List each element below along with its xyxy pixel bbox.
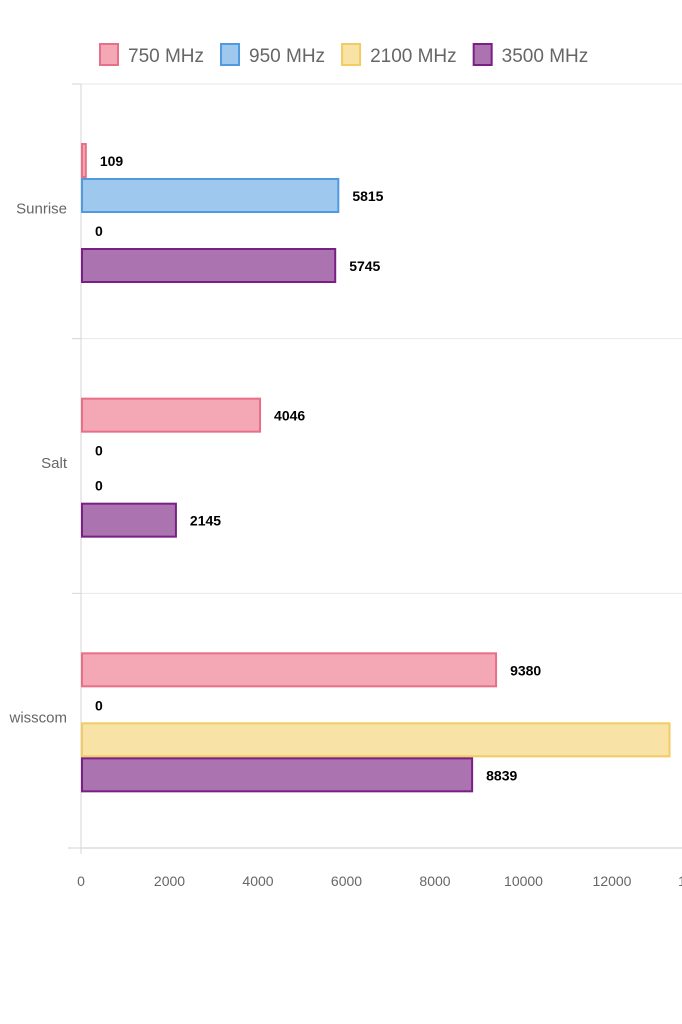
data-label: 5815 <box>352 188 383 204</box>
bar <box>81 248 337 283</box>
x-tick-label: 2000 <box>154 873 185 889</box>
legend-swatch <box>220 43 241 66</box>
data-label: 8839 <box>486 767 517 783</box>
bar <box>81 757 474 793</box>
x-tick-label: 4000 <box>242 873 273 889</box>
legend-label: 750 MHz <box>128 46 204 67</box>
bar <box>81 397 262 433</box>
x-tick-label: 8000 <box>419 873 450 889</box>
data-label: 0 <box>95 223 103 239</box>
data-label: 109 <box>100 153 124 169</box>
x-tick-label: 0 <box>77 873 85 889</box>
legend-label: 2100 MHz <box>370 46 457 67</box>
legend-swatch <box>341 43 362 66</box>
bar <box>81 178 340 213</box>
category-label: wisscom <box>8 710 67 727</box>
category-label: Sunrise <box>16 200 67 217</box>
bar <box>81 722 671 758</box>
data-label: 0 <box>95 697 103 713</box>
data-label: 5745 <box>349 258 380 274</box>
data-label: 2145 <box>190 513 221 529</box>
data-label: 0 <box>95 443 103 459</box>
legend-label: 3500 MHz <box>502 46 589 67</box>
bar <box>81 143 87 178</box>
data-label: 0 <box>95 478 103 494</box>
x-tick-label: 12000 <box>593 873 632 889</box>
x-tick-label: 6000 <box>331 873 362 889</box>
data-label: 9380 <box>510 662 541 678</box>
x-tick-label: 1 <box>678 873 682 889</box>
bar <box>81 502 177 538</box>
data-label: 4046 <box>274 408 305 424</box>
legend-label: 950 MHz <box>249 46 325 67</box>
legend-swatch <box>99 43 119 66</box>
x-tick-label: 10000 <box>504 873 543 889</box>
legend-swatch <box>472 43 493 66</box>
bar <box>81 652 498 688</box>
category-label: Salt <box>41 455 68 472</box>
